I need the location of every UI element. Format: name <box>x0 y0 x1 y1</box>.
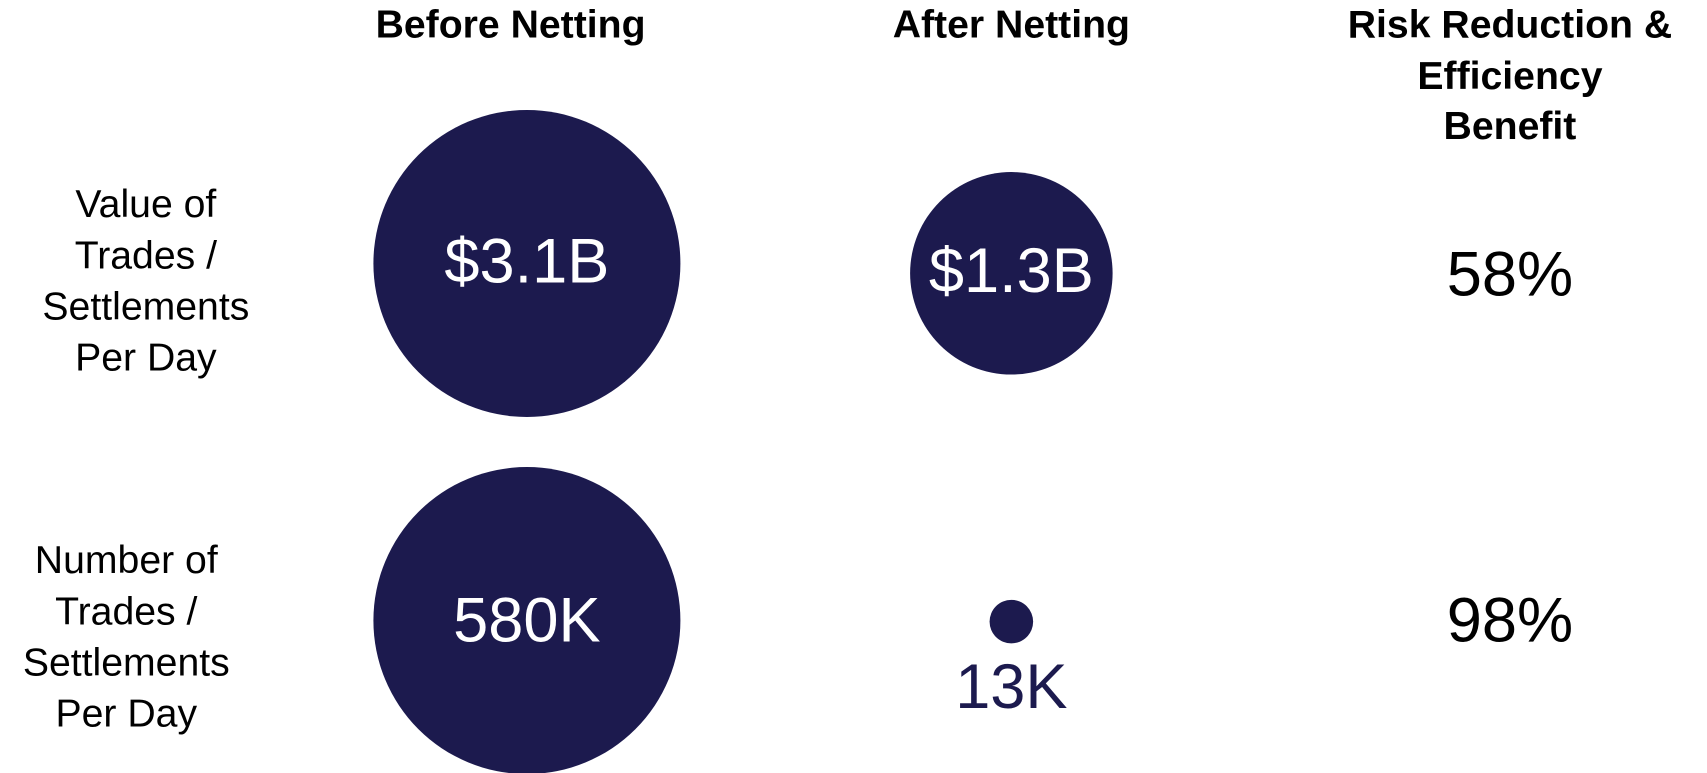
column-header: Before Netting <box>376 4 646 47</box>
column-header: Efficiency <box>1417 55 1602 98</box>
column-header: Risk Reduction & <box>1348 4 1672 47</box>
row-label: Settlements <box>42 286 249 329</box>
before-value: $3.1B <box>444 226 609 296</box>
after-bubble <box>989 599 1034 644</box>
row-label: Per Day <box>75 337 217 380</box>
column-header: After Netting <box>893 4 1130 47</box>
row-label: Settlements <box>23 642 230 685</box>
row-label: Number of <box>35 539 218 582</box>
column-header: Benefit <box>1444 105 1577 148</box>
before-value: 580K <box>453 586 600 656</box>
row-label: Value of <box>75 183 216 226</box>
after-value: 13K <box>955 652 1067 722</box>
before-bubble <box>373 109 681 417</box>
row-label: Per Day <box>56 693 198 736</box>
after-value: $1.3B <box>929 236 1094 306</box>
before-bubble <box>373 467 681 773</box>
benefit-value: 98% <box>1447 586 1573 656</box>
row-label: Trades / <box>55 590 197 633</box>
benefit-value: 58% <box>1447 239 1573 309</box>
after-bubble <box>910 172 1113 375</box>
row-label: Trades / <box>75 234 217 277</box>
